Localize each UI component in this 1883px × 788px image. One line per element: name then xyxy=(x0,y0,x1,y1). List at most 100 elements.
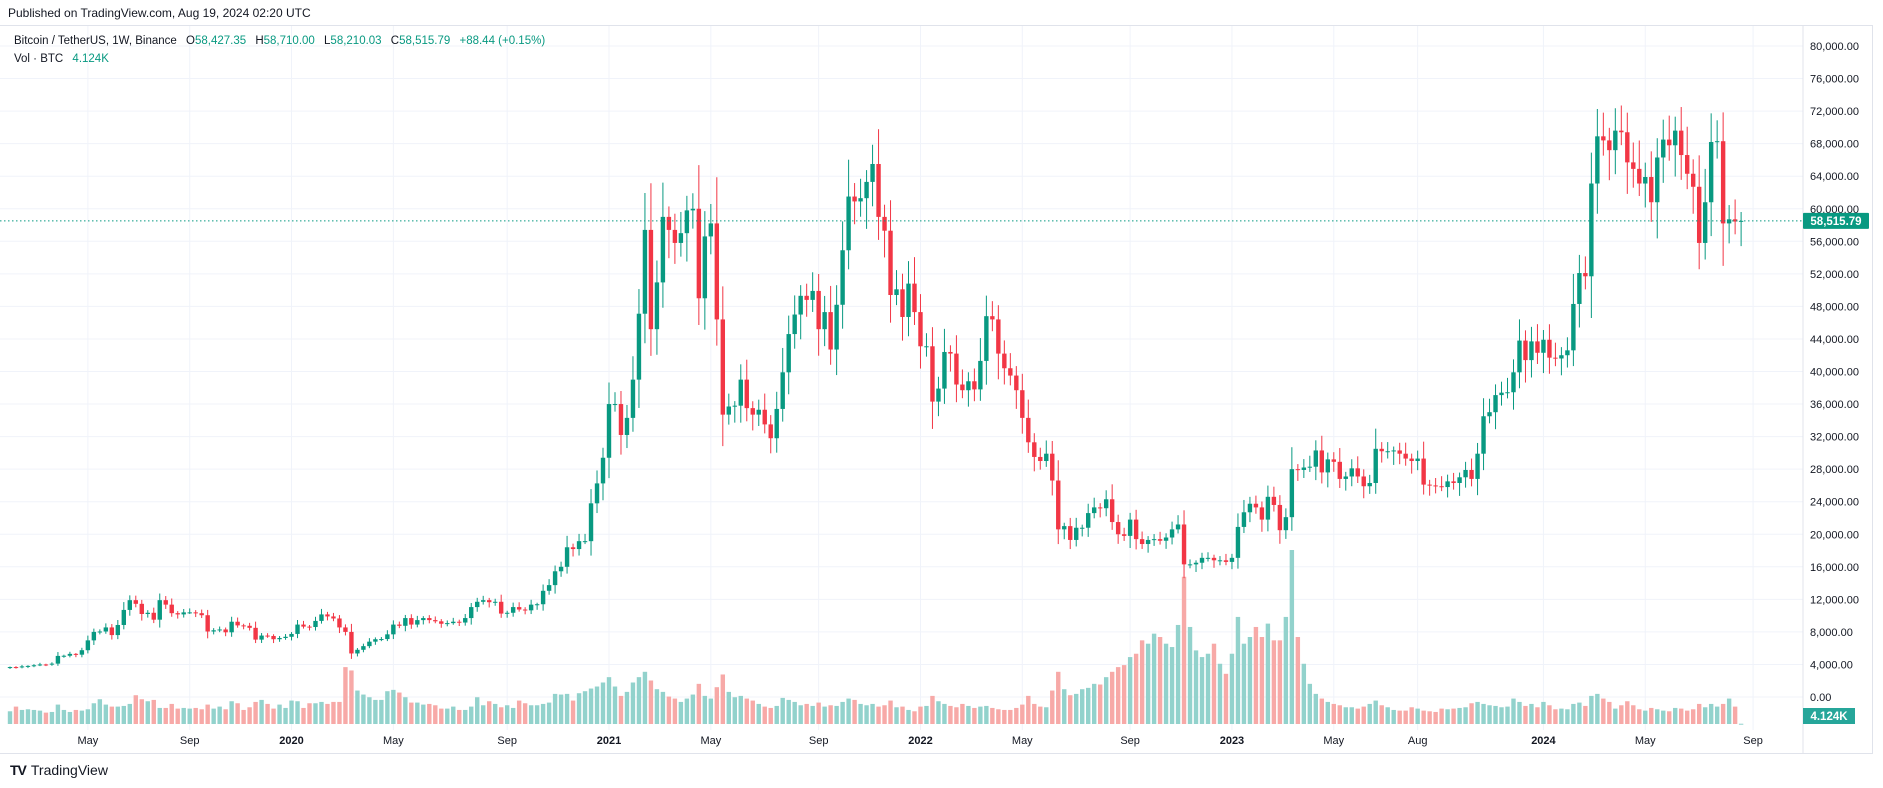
candle-body xyxy=(385,634,390,640)
candle-body xyxy=(888,230,893,296)
candle-body xyxy=(1163,537,1169,541)
candle-body xyxy=(193,612,198,614)
candle-body xyxy=(684,210,690,234)
candle-body xyxy=(445,623,450,625)
candle-body xyxy=(1385,451,1390,453)
volume-bar xyxy=(289,700,294,724)
candle-body xyxy=(1655,157,1660,203)
volume-bar xyxy=(852,699,857,724)
volume-bar xyxy=(91,703,97,724)
volume-bar xyxy=(1259,637,1265,724)
volume-bar xyxy=(846,698,851,724)
candle-body xyxy=(217,629,222,631)
volume-bar xyxy=(1313,693,1319,724)
volume-bar xyxy=(1241,643,1247,724)
volume-bar xyxy=(876,706,881,724)
candle-body xyxy=(984,316,989,361)
volume-bar xyxy=(151,699,156,724)
candle-body xyxy=(1074,527,1079,540)
candle-body xyxy=(367,641,372,647)
candle-body xyxy=(906,283,911,317)
candle-body xyxy=(1217,560,1223,562)
candle-body xyxy=(1499,392,1504,396)
volume-label[interactable]: Vol · BTC xyxy=(14,53,64,65)
tradingview-footer[interactable]: TV TradingView xyxy=(10,762,108,778)
volume-bar xyxy=(1565,709,1570,724)
candle-body xyxy=(1265,496,1271,520)
candle-body xyxy=(1714,141,1720,143)
volume-bar xyxy=(379,699,384,724)
candle-body xyxy=(1409,458,1414,462)
candle-body xyxy=(732,405,737,407)
volume-bar xyxy=(540,703,546,724)
symbol-title[interactable]: Bitcoin / TetherUS, 1W, Binance xyxy=(14,35,177,47)
y-tick-label: 76,000.00 xyxy=(1810,74,1859,86)
volume-bar xyxy=(840,701,845,724)
volume-bar xyxy=(1283,616,1289,724)
candle-body xyxy=(1421,458,1426,485)
volume-bar xyxy=(630,682,636,724)
candle-body xyxy=(373,639,378,642)
candle-body xyxy=(91,631,97,641)
candle-body xyxy=(1690,173,1696,187)
candle-body xyxy=(594,483,600,504)
candle-body xyxy=(1014,375,1019,391)
volume-bar xyxy=(912,711,917,724)
volume-bar xyxy=(1044,707,1049,724)
volume-bar xyxy=(534,705,540,724)
volume-bar xyxy=(660,691,666,724)
volume-bar xyxy=(223,709,228,724)
candle-body xyxy=(1451,481,1456,483)
volume-bar xyxy=(612,686,618,724)
volume-bar xyxy=(1583,705,1588,724)
candle-body xyxy=(349,631,354,654)
candle-body xyxy=(1026,417,1031,443)
volume-bar xyxy=(678,701,684,724)
volume-bar xyxy=(1649,707,1654,724)
candle-body xyxy=(492,601,498,603)
candle-body xyxy=(1685,155,1690,174)
volume-bar xyxy=(259,699,264,724)
volume-bar xyxy=(1002,709,1007,724)
candle-body xyxy=(1032,442,1037,457)
candle-body xyxy=(1157,539,1163,541)
candle-body xyxy=(708,223,714,237)
volume-bar xyxy=(1415,708,1420,724)
candle-body xyxy=(504,612,510,614)
candle-body xyxy=(151,612,156,620)
volume-bar xyxy=(756,703,761,724)
volume-bar xyxy=(1726,698,1732,724)
volume-bar xyxy=(1163,643,1169,724)
y-tick-label: 16,000.00 xyxy=(1810,562,1859,574)
candle-body xyxy=(1571,303,1576,351)
volume-bar xyxy=(97,699,103,724)
candle-body xyxy=(1103,499,1109,509)
volume-bar xyxy=(1589,695,1594,724)
x-tick-label: Aug xyxy=(1408,735,1428,747)
y-tick-label: 52,000.00 xyxy=(1810,269,1859,281)
candle-body xyxy=(229,621,234,633)
candle-body xyxy=(181,612,186,615)
volume-bar xyxy=(1038,706,1043,724)
volume-bar xyxy=(145,701,150,724)
candle-body xyxy=(786,334,791,373)
candle-body xyxy=(1044,453,1049,462)
volume-bar xyxy=(385,691,390,724)
volume-bar xyxy=(325,703,330,724)
volume-bar xyxy=(403,697,408,724)
volume-bar xyxy=(181,707,186,724)
candle-body xyxy=(175,613,180,615)
x-tick-label: Sep xyxy=(180,735,200,747)
volume-bar xyxy=(1301,663,1307,724)
volume-bar xyxy=(1086,687,1091,724)
candle-body xyxy=(1445,481,1450,488)
candle-body xyxy=(852,196,857,202)
volume-bar xyxy=(1115,667,1121,724)
volume-bar xyxy=(498,707,504,724)
volume-bar xyxy=(301,707,306,724)
candle-body xyxy=(726,406,731,415)
volume-bar xyxy=(121,705,127,724)
candle-body xyxy=(265,635,270,637)
candle-body xyxy=(540,590,546,605)
